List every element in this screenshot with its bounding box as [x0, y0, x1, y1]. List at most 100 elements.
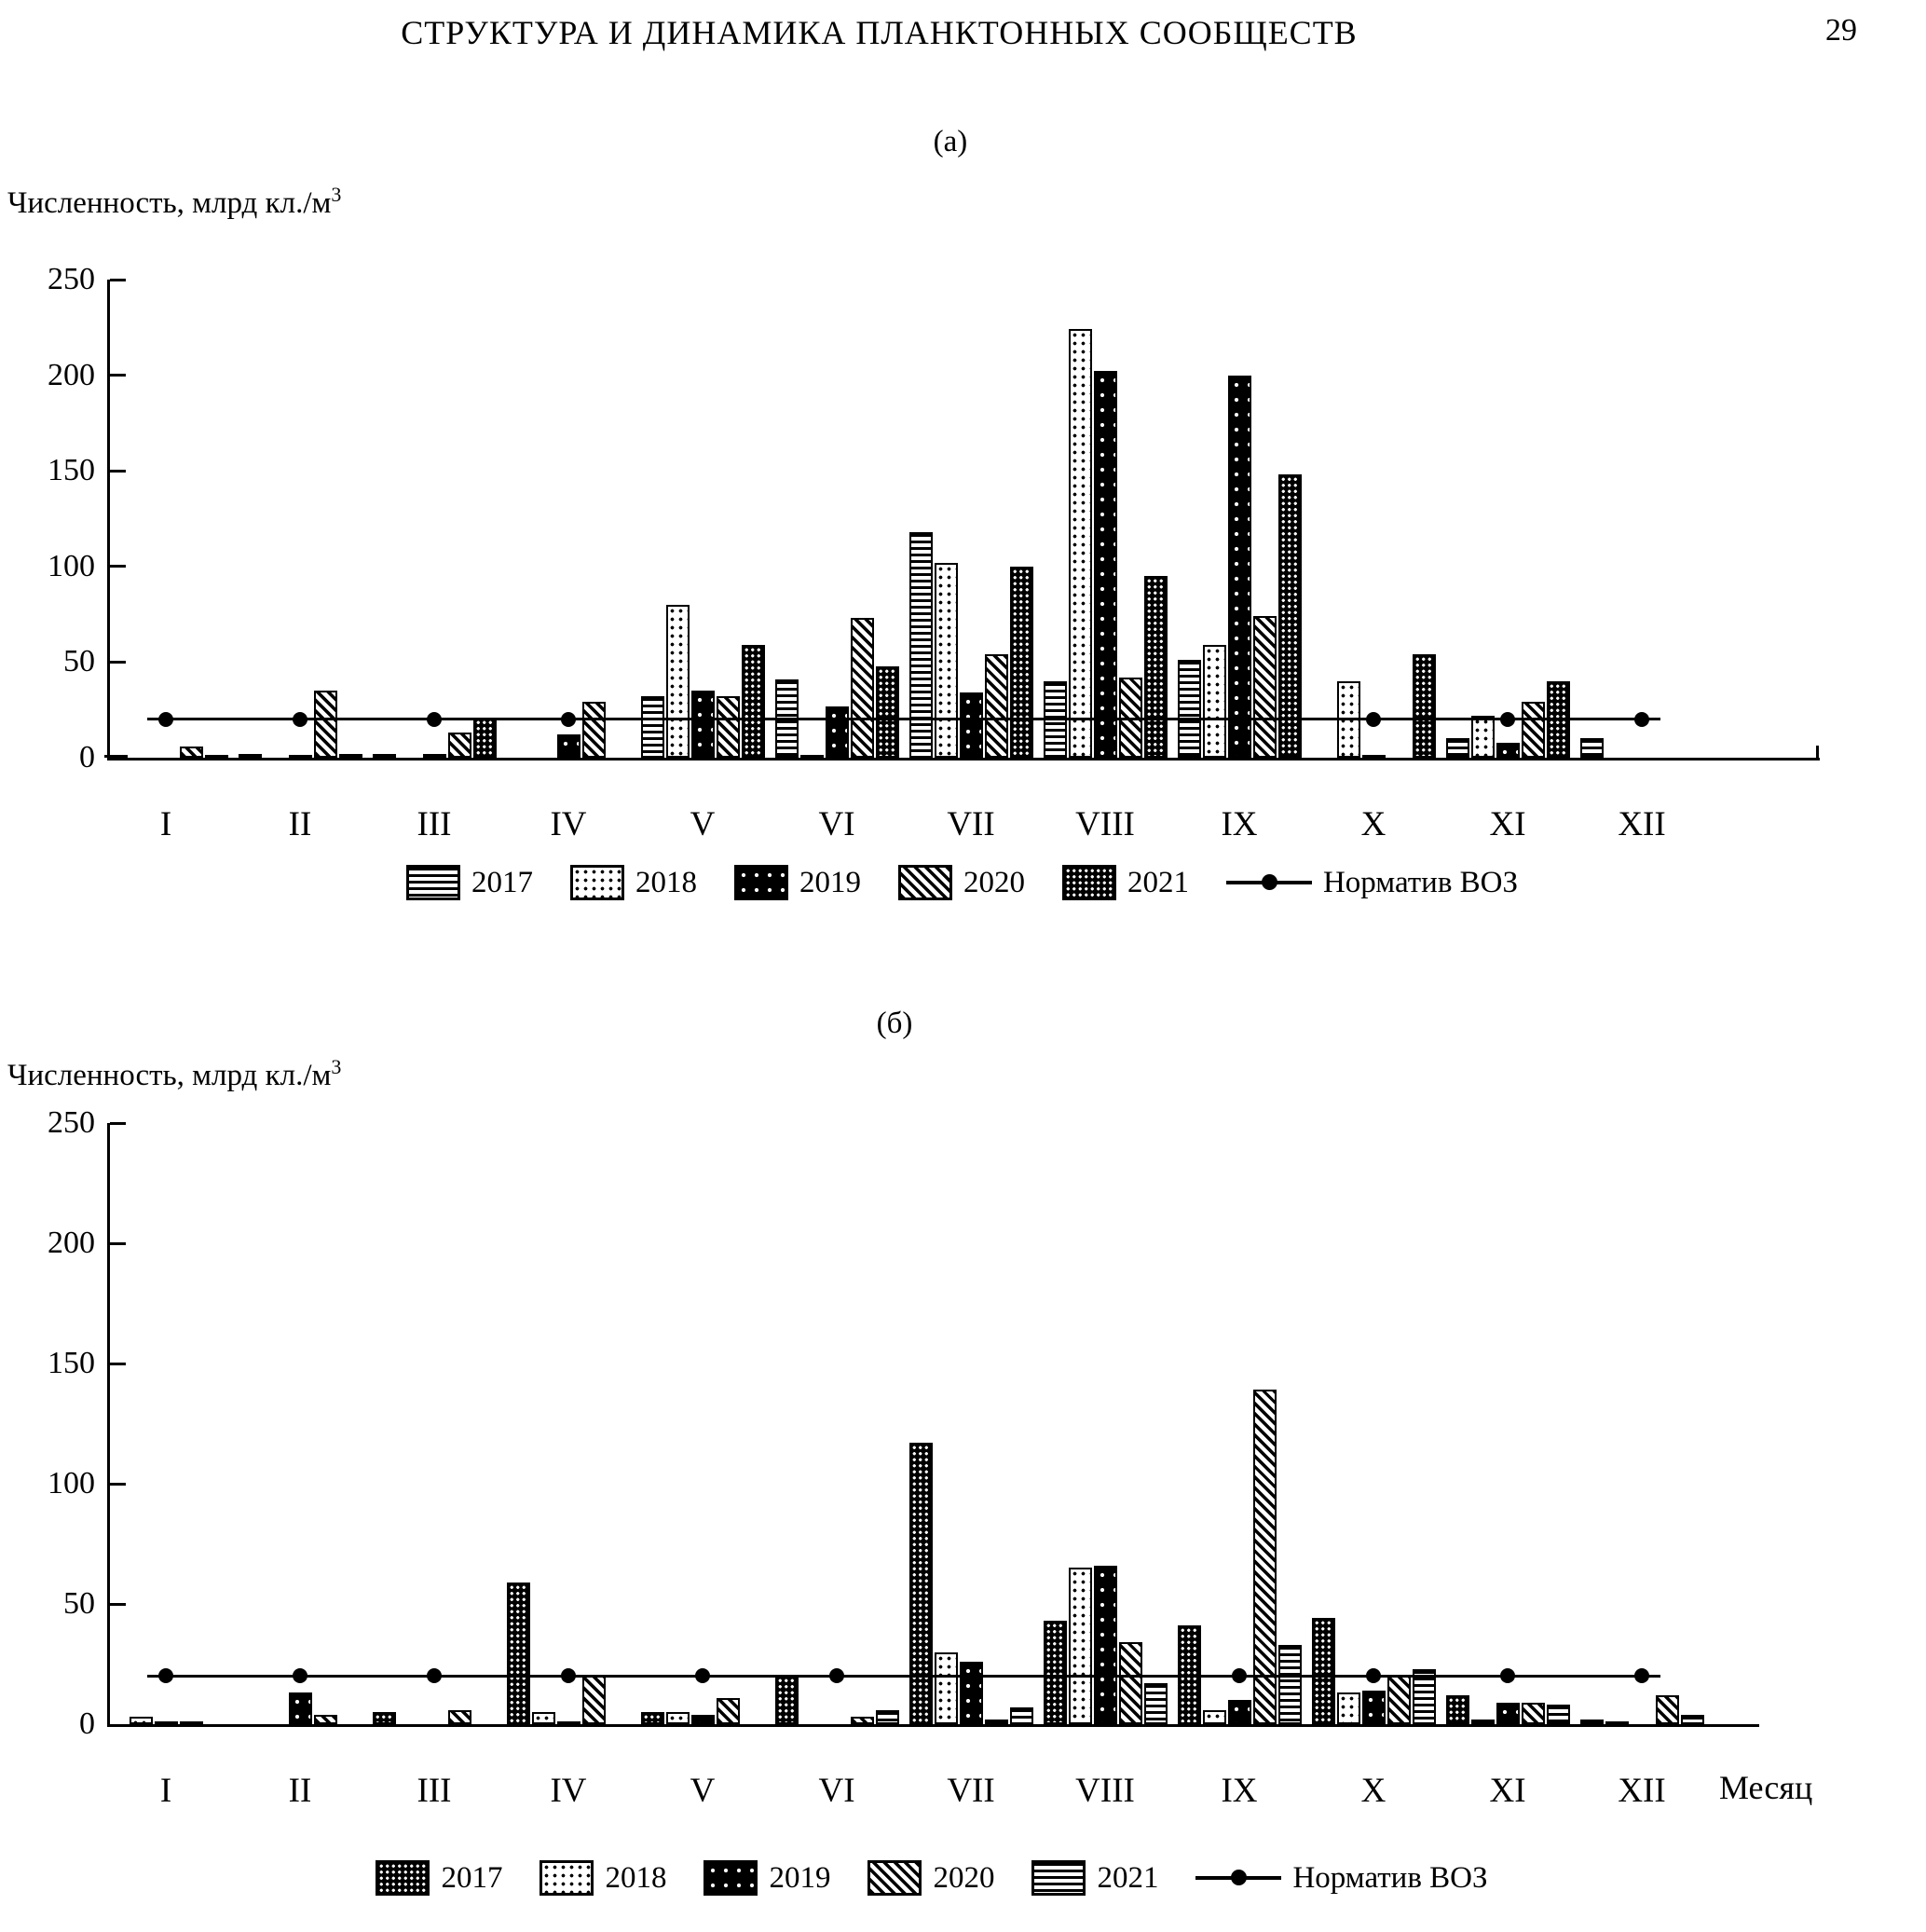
legend-swatch-diagonal-icon: [897, 865, 952, 900]
bar-VII-2018: [934, 1652, 958, 1724]
bar-III-2017: [372, 1712, 396, 1724]
bar-VIII-2020: [1118, 1642, 1142, 1724]
axis-end-tick: [1816, 746, 1819, 758]
month-label-III: III: [417, 1772, 452, 1810]
x-axis-label-month: Месяц: [1719, 1769, 1813, 1806]
who-dot-icon: [1261, 874, 1277, 890]
legend-item-2020: 2020: [867, 1860, 994, 1896]
bar-IX-2018: [1202, 1710, 1226, 1724]
legend-swatch-hstripes-icon: [405, 865, 460, 900]
month-label-V: V: [690, 1772, 716, 1810]
bar-XI-2018: [1470, 1720, 1495, 1724]
legend-item-2017: 2017: [376, 1860, 502, 1896]
y-tick-100: [110, 565, 126, 569]
bar-group-I: [103, 747, 228, 758]
y-tick-label-250: 250: [48, 262, 95, 296]
panel-a-label: (а): [933, 125, 968, 158]
y-tick-100: [110, 1482, 126, 1486]
bar-VI-2017: [774, 1676, 799, 1724]
bar-XI-2020: [1521, 702, 1545, 758]
y-tick-label-100: 100: [48, 548, 95, 583]
bar-group-VIII: [1043, 1566, 1168, 1724]
bar-VI-2019: [825, 706, 849, 758]
who-line-icon: [1225, 874, 1312, 890]
month-label-III: III: [417, 805, 452, 843]
bar-group-VII: [908, 532, 1033, 758]
month-label-IV: IV: [550, 805, 587, 843]
bar-VII-2017: [908, 532, 933, 758]
legend-swatch-black-dots-icon: [733, 865, 788, 900]
legend-swatch-checker-icon: [1061, 865, 1116, 900]
month-label-VIII: VIII: [1075, 805, 1135, 843]
bar-IV-2019: [556, 734, 581, 758]
bar-VII-2019: [959, 692, 983, 758]
bar-V-2020: [716, 696, 740, 758]
bar-XI-2019: [1496, 1703, 1520, 1724]
y-tick-label-200: 200: [48, 357, 95, 392]
legend-swatch-dots-icon: [569, 865, 624, 900]
y-axis-label-b: Численность, млрд кл./м3: [7, 1055, 342, 1092]
bar-IX-2017: [1177, 660, 1201, 758]
bar-V-2019: [690, 691, 715, 758]
bar-X-2020: [1386, 1676, 1411, 1724]
legend-label-2018: 2018: [635, 865, 697, 899]
bar-X-2018: [1336, 1692, 1360, 1724]
bar-XI-2017: [1445, 738, 1469, 758]
legend-label-2017: 2017: [441, 1860, 503, 1895]
legend-a: 2017 2018 2019 2020 2021 Норматив ВОЗ: [107, 865, 1817, 900]
month-label-XII: XII: [1618, 1772, 1666, 1810]
legend-item-who: Норматив ВОЗ: [1195, 1861, 1488, 1896]
bar-IX-2019: [1227, 1700, 1251, 1724]
bar-group-IX: [1177, 376, 1302, 758]
bar-XI-2019: [1496, 743, 1520, 758]
bar-VIII-2018: [1068, 1568, 1092, 1724]
y-tick-200: [110, 374, 126, 377]
bar-X-2019: [1361, 1691, 1386, 1724]
bar-XII-2017: [1579, 1720, 1604, 1724]
y-tick-200: [110, 1241, 126, 1245]
bar-VI-2018: [799, 755, 824, 758]
bar-I-2020: [179, 747, 203, 758]
legend-swatch-hstripes-icon: [1031, 1860, 1086, 1896]
month-label-XI: XI: [1489, 805, 1526, 843]
page-title: СТРУКТУРА И ДИНАМИКА ПЛАНКТОННЫХ СООБЩЕС…: [401, 14, 1358, 51]
bar-III-2019: [422, 754, 446, 758]
bar-group-IV: [506, 702, 631, 758]
legend-item-2018: 2018: [569, 865, 697, 900]
bar-II-2021: [338, 754, 362, 758]
y-tick-50: [110, 660, 126, 664]
bar-group-XII: [1579, 1695, 1704, 1724]
bar-VIII-2018: [1068, 329, 1092, 758]
who-line-icon: [1195, 1870, 1282, 1885]
bar-VI-2020: [850, 618, 874, 758]
bar-group-VIII: [1043, 329, 1168, 758]
bar-VI-2021: [875, 1710, 899, 1724]
bar-V-2018: [665, 1712, 690, 1724]
month-label-IX: IX: [1221, 805, 1258, 843]
legend-label-2020: 2020: [933, 1860, 995, 1895]
who-line: [147, 1674, 1660, 1678]
bar-IX-2021: [1277, 1645, 1302, 1724]
y-tick-label-0: 0: [79, 740, 95, 774]
bar-XI-2020: [1521, 1703, 1545, 1724]
bar-group-X: [1311, 654, 1436, 758]
bar-group-X: [1311, 1618, 1436, 1724]
bar-VII-2019: [959, 1662, 983, 1724]
bar-I-2020: [179, 1721, 203, 1724]
bar-VII-2020: [984, 654, 1008, 758]
bar-XII-2020: [1655, 1695, 1679, 1724]
legend-label-2019: 2019: [799, 865, 861, 899]
y-tick-label-100: 100: [48, 1466, 95, 1500]
bar-V-2021: [741, 645, 765, 758]
legend-b: 2017 2018 2019 2020 2021 Норматив ВОЗ: [107, 1860, 1756, 1896]
y-tick-50: [110, 1602, 126, 1606]
bar-V-2019: [690, 1715, 715, 1724]
month-label-IX: IX: [1221, 1772, 1258, 1810]
bar-VIII-2019: [1093, 371, 1117, 758]
y-tick-label-50: 50: [63, 1586, 95, 1621]
bar-group-XI: [1445, 1695, 1570, 1724]
y-axis-label-a: Численность, млрд кл./м3: [7, 183, 342, 220]
bar-group-I: [103, 1717, 228, 1724]
month-label-VII: VII: [947, 805, 995, 843]
